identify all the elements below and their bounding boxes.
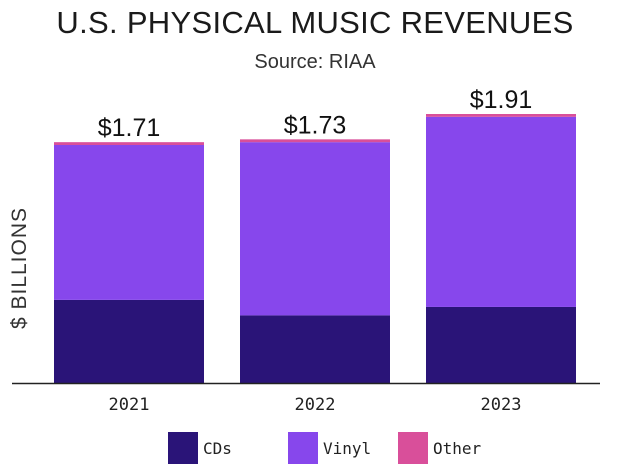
bar-vinyl-2022 (240, 142, 390, 316)
total-label-2022: $1.73 (284, 111, 347, 139)
legend-swatch-other (398, 432, 428, 464)
legend: CDs Vinyl Other (168, 432, 482, 464)
bar-other-2021 (54, 142, 204, 145)
bar-other-2022 (240, 139, 390, 143)
x-tick-labels: 2021 2022 2023 (109, 395, 522, 415)
legend-label-cds: CDs (203, 439, 232, 458)
x-tick-2021: 2021 (109, 395, 150, 415)
y-axis-label: $ BILLIONS (8, 207, 31, 329)
x-tick-2022: 2022 (295, 395, 336, 415)
bar-cds-2021 (54, 299, 204, 383)
total-label-2021: $1.71 (98, 114, 161, 142)
total-label-2023: $1.91 (470, 86, 533, 114)
bar-vinyl-2021 (54, 144, 204, 300)
bars-group (54, 114, 576, 383)
x-tick-2023: 2023 (481, 395, 522, 415)
legend-swatch-cds (168, 432, 198, 464)
chart-title: U.S. PHYSICAL MUSIC REVENUES (56, 5, 573, 40)
legend-swatch-vinyl (288, 432, 318, 464)
bar-cds-2023 (426, 306, 576, 383)
chart-subtitle: Source: RIAA (254, 51, 376, 73)
legend-label-vinyl: Vinyl (323, 439, 371, 458)
bar-vinyl-2023 (426, 116, 576, 307)
bar-cds-2022 (240, 315, 390, 383)
legend-label-other: Other (433, 439, 482, 458)
bar-other-2023 (426, 114, 576, 117)
totals-group: $1.71 $1.73 $1.91 (98, 86, 533, 142)
